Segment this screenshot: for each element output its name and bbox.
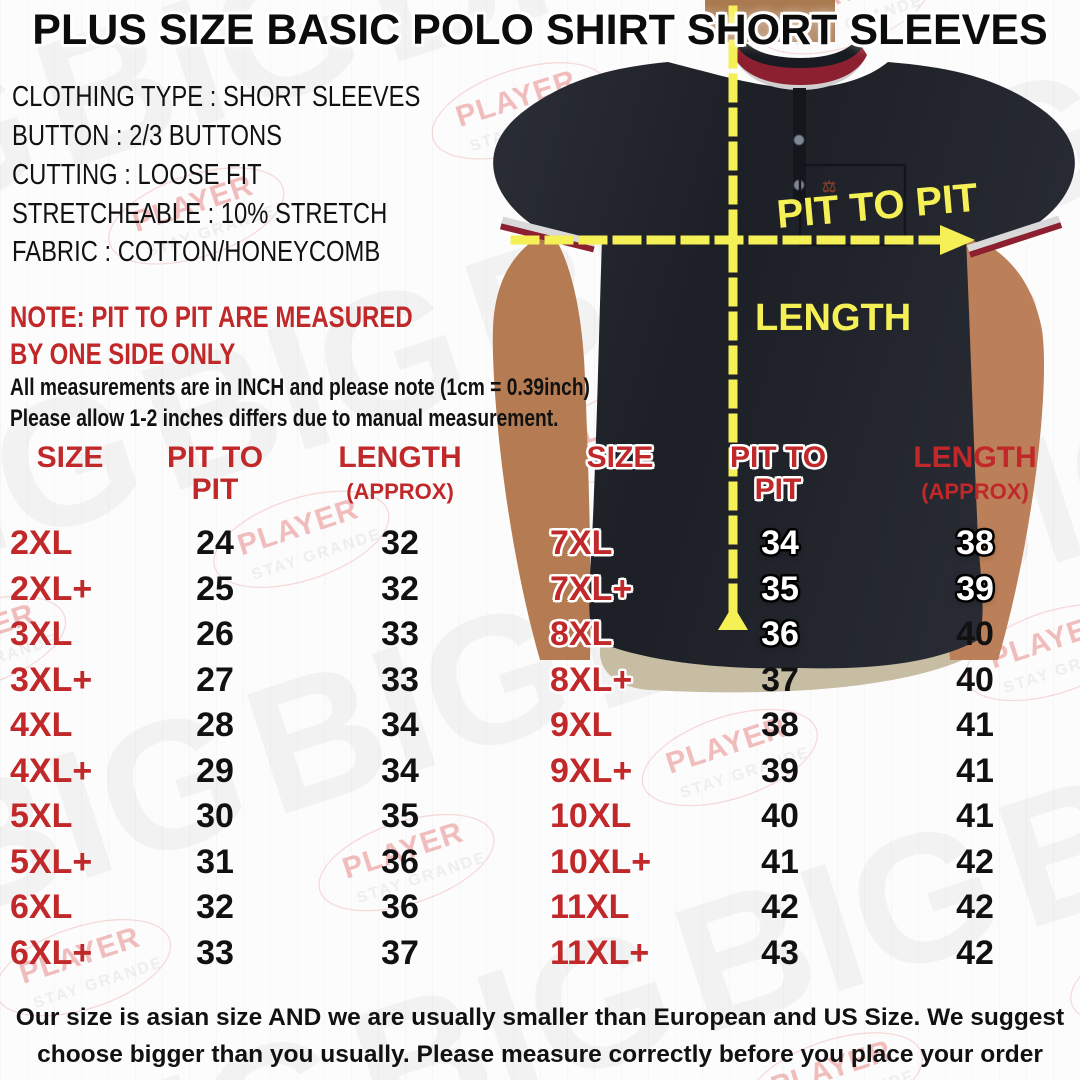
svg-text:LENGTH: LENGTH: [755, 297, 911, 339]
